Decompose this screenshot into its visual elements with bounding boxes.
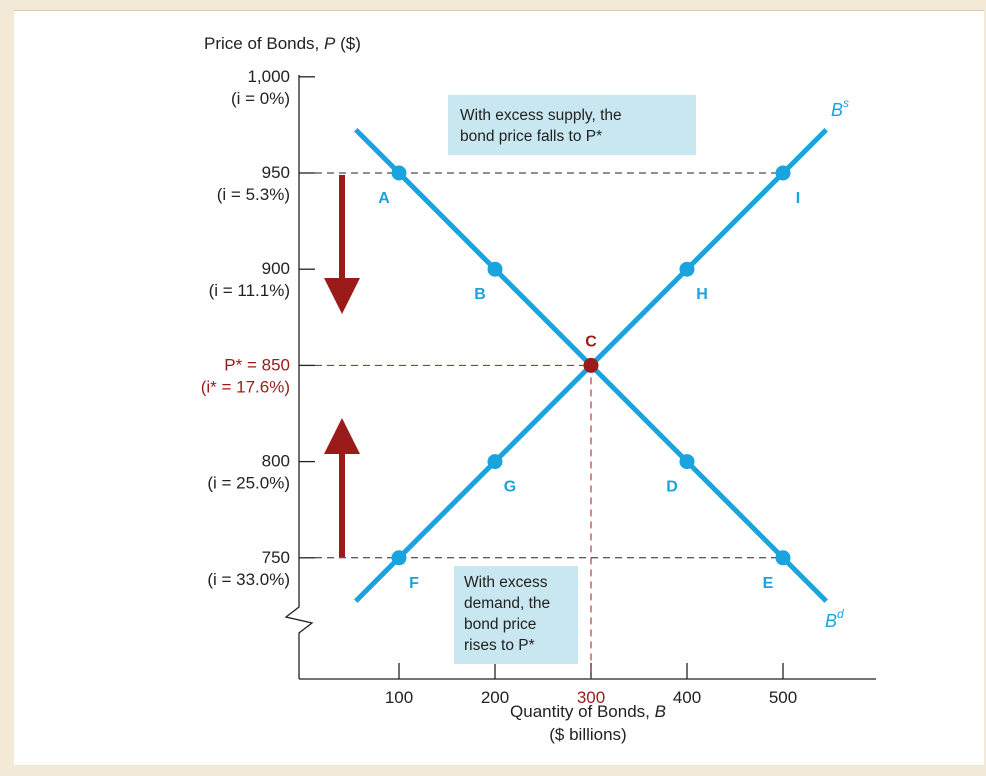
- point-label-a: A: [378, 190, 390, 207]
- point-d: [679, 454, 695, 470]
- point-label-g: G: [504, 479, 516, 496]
- excess-supply-line-1: With excess supply, the: [460, 107, 622, 124]
- y-tick-label: 750: [262, 548, 290, 567]
- x-axis-ticks: 100 200 300 400 500: [385, 663, 797, 707]
- excess-demand-line-2: demand, the: [464, 595, 550, 612]
- x-tick-label: 400: [673, 688, 701, 707]
- point-i: [775, 165, 791, 181]
- excess-demand-line-3: bond price: [464, 616, 536, 633]
- excess-demand-line-1: With excess: [464, 574, 548, 591]
- x-tick-label: 300: [577, 688, 605, 707]
- y-tick-sublabel: (i = 0%): [231, 89, 290, 108]
- point-label-f: F: [409, 575, 419, 592]
- point-label-b: B: [474, 286, 486, 303]
- data-points: A B C D E F G H I: [378, 165, 800, 592]
- y-tick-sublabel: (i = 11.1%): [209, 281, 290, 300]
- excess-supply-line-2: bond price falls to P*: [460, 128, 602, 145]
- y-tick-label: P* = 850: [224, 355, 290, 374]
- demand-curve-label: Bd: [825, 607, 844, 631]
- excess-demand-callout: [454, 566, 578, 664]
- supply-curve-label: Bs: [831, 96, 849, 120]
- point-c: [583, 357, 599, 373]
- y-tick-sublabel: (i* = 17.6%): [201, 377, 290, 396]
- bond-market-chart: Price of Bonds, P ($) 1,000 (i = 0%) 950 (i…: [201, 34, 876, 744]
- x-tick-label: 200: [481, 688, 509, 707]
- y-axis-ticks: 1,000 (i = 0%) 950 (i = 5.3%) 900 (i = 11.1%)…: [201, 67, 315, 589]
- x-tick-label: 500: [769, 688, 797, 707]
- y-tick-label: 900: [262, 259, 290, 278]
- x-tick-label: 100: [385, 688, 413, 707]
- y-tick-label: 1,000: [247, 67, 290, 86]
- excess-demand-line-4: rises to P*: [464, 637, 535, 654]
- point-b: [487, 261, 503, 277]
- y-axis-title: Price of Bonds, P ($): [204, 34, 361, 53]
- x-axis-title: Quantity of Bonds, B: [510, 702, 666, 721]
- point-label-h: H: [696, 286, 708, 303]
- y-tick-sublabel: (i = 33.0%): [207, 570, 290, 589]
- point-label-d: D: [666, 479, 678, 496]
- y-tick-sublabel: (i = 5.3%): [217, 185, 290, 204]
- point-e: [775, 550, 791, 566]
- y-axis-line: [284, 75, 314, 679]
- point-g: [487, 454, 503, 470]
- excess-supply-callout: [448, 95, 696, 155]
- point-label-i: I: [796, 190, 800, 207]
- excess-demand-text: With excess demand, the bond price rises…: [464, 574, 555, 654]
- excess-supply-text: With excess supply, the bond price falls…: [460, 107, 626, 145]
- point-f: [391, 550, 407, 566]
- point-h: [679, 261, 695, 277]
- point-label-c: C: [585, 333, 597, 350]
- point-label-e: E: [763, 575, 774, 592]
- x-axis-subtitle: ($ billions): [549, 725, 626, 744]
- y-tick-label: 800: [262, 452, 290, 471]
- chart-panel: Price of Bonds, P ($) 1,000 (i = 0%) 950 (i…: [14, 10, 984, 765]
- y-tick-sublabel: (i = 25.0%): [207, 474, 290, 493]
- point-a: [391, 165, 407, 181]
- y-tick-label: 950: [262, 163, 290, 182]
